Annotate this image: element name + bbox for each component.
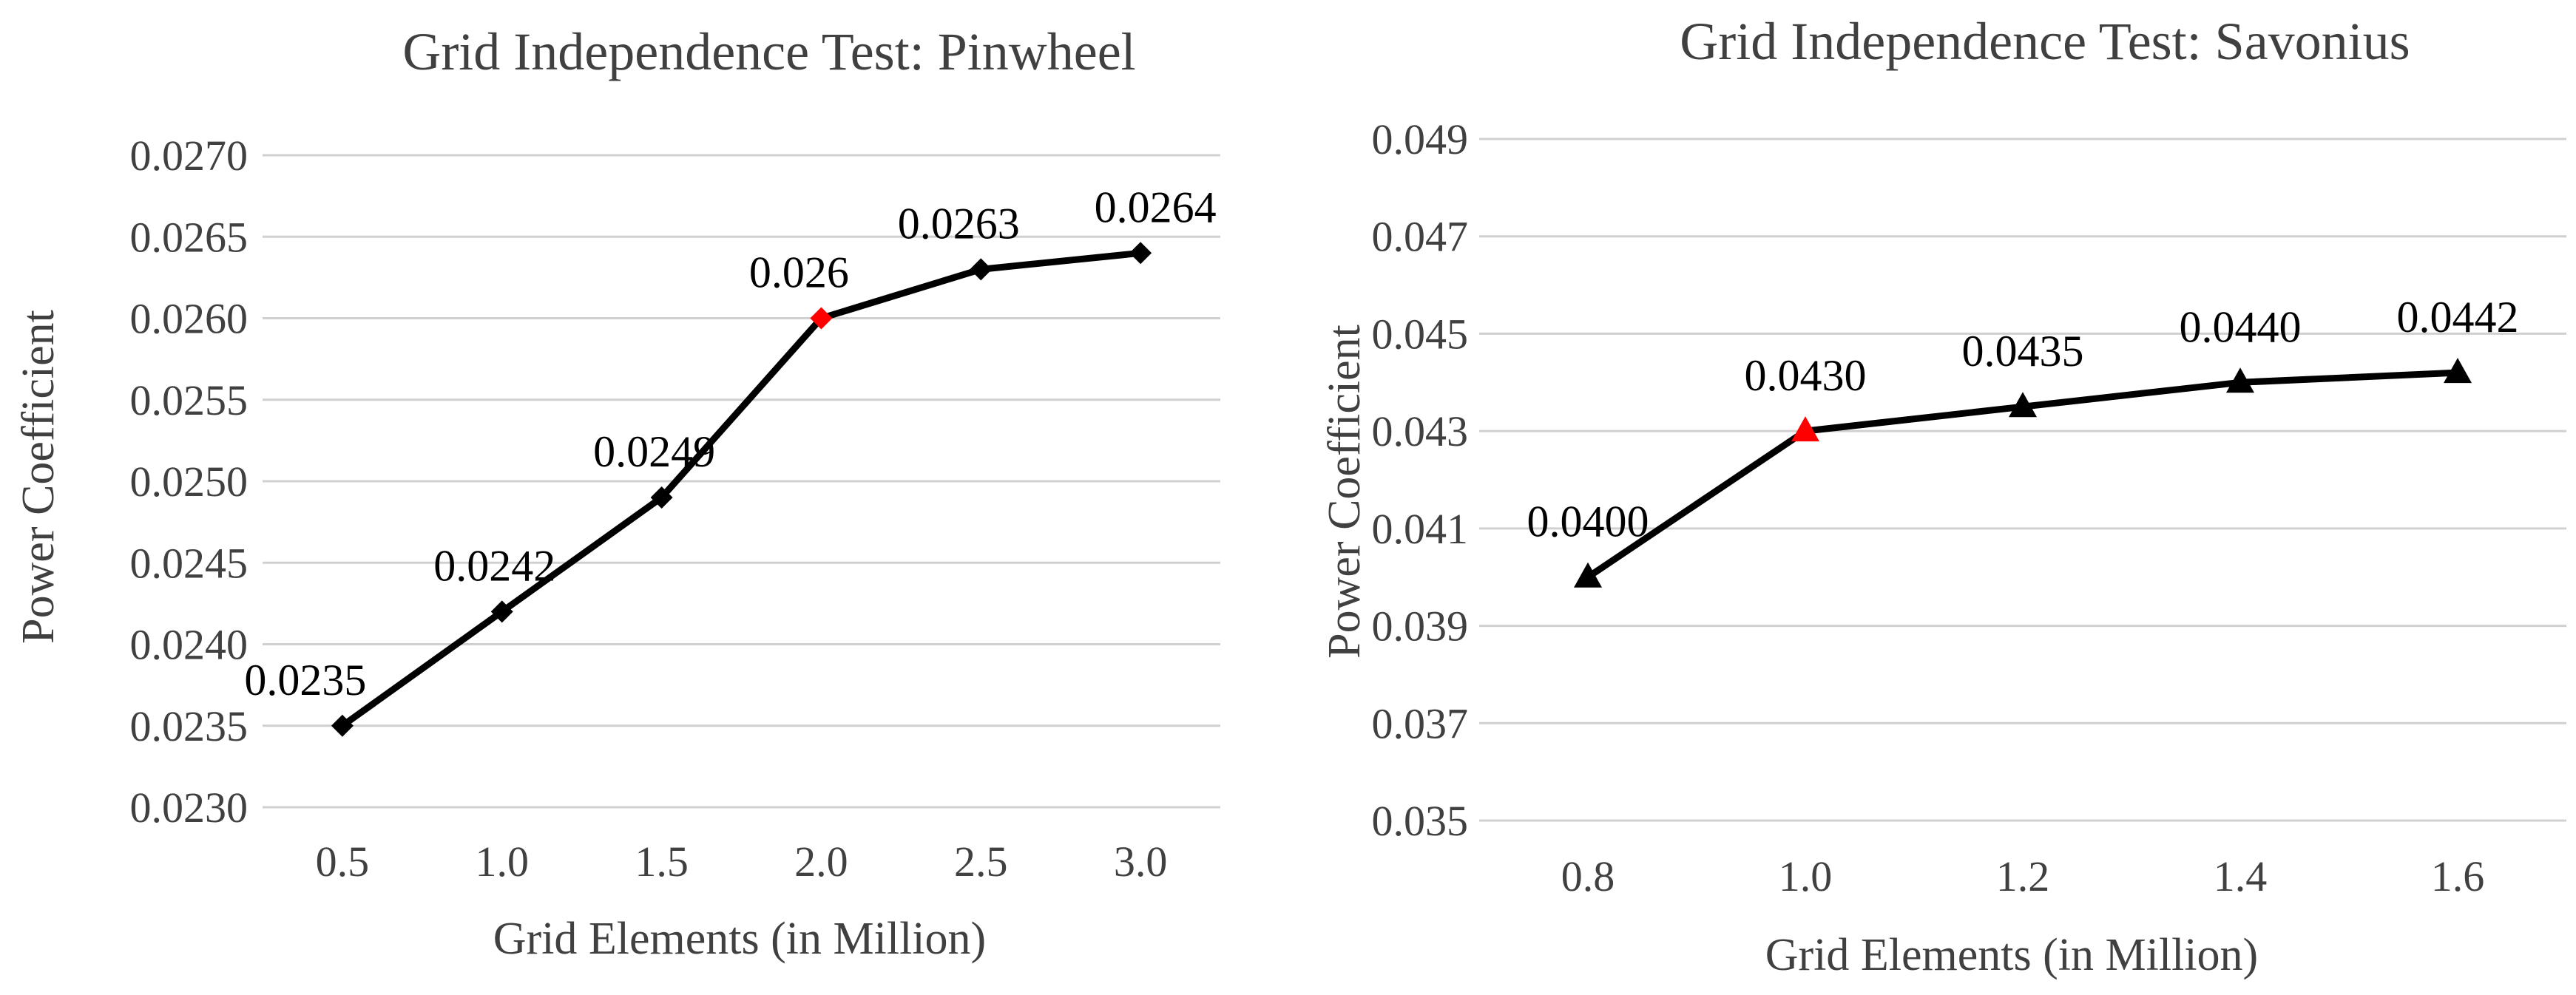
- x-tick-label: 2.5: [954, 838, 1008, 886]
- data-point: [331, 714, 354, 737]
- series-layer: 0.0400 0.0430 0.0435 0.0440 0.0442: [1527, 293, 2519, 588]
- y-tick-label: 0.035: [1372, 797, 1469, 845]
- y-axis-label: Power Coefficient: [13, 310, 64, 644]
- x-tick-label: 0.8: [1561, 852, 1615, 900]
- series-layer: 0.0235 0.0242 0.0249 0.026 0.0263 0.0264: [244, 183, 1217, 737]
- y-axis-label: Power Coefficient: [1319, 325, 1370, 659]
- x-tick-label: 1.5: [635, 838, 689, 886]
- data-point: [2444, 358, 2472, 384]
- chart-title: Grid Independence Test: Pinwheel: [402, 22, 1135, 81]
- data-label: 0.0440: [2180, 302, 2302, 351]
- data-label: 0.0242: [433, 541, 555, 590]
- x-tick-label: 3.0: [1114, 838, 1168, 886]
- y-tick-labels: 0.035 0.037 0.039 0.041 0.043 0.045 0.047 0.049: [1372, 115, 1469, 845]
- chart-savonius: Grid Independence Test: Savonius 0.0350.…: [1319, 12, 2566, 980]
- y-tick-label: 0.049: [1372, 115, 1469, 163]
- y-tick-label: 0.0260: [130, 295, 249, 343]
- y-tick-label: 0.047: [1372, 213, 1469, 261]
- x-tick-labels: 0.8 1.0 1.2 1.4 1.6: [1561, 852, 2485, 900]
- x-tick-label: 1.4: [2214, 852, 2268, 900]
- y-tick-label: 0.041: [1372, 505, 1469, 553]
- y-tick-label: 0.043: [1372, 407, 1469, 455]
- y-tick-labels: 0.0230 0.0235 0.0240 0.0245 0.0250 0.0255 0.02…: [130, 132, 249, 832]
- chart-pinwheel: Grid Independence Test: Pinwheel 0.02300…: [13, 22, 1220, 964]
- data-point: [1574, 562, 1602, 588]
- x-tick-label: 2.0: [794, 838, 848, 886]
- gridlines: [1479, 137, 2566, 822]
- x-tick-label: 1.0: [1779, 852, 1833, 900]
- data-label: 0.0249: [593, 427, 715, 476]
- series-line: [339, 249, 1144, 730]
- y-tick-label: 0.0230: [130, 784, 249, 832]
- data-point: [1791, 416, 1819, 442]
- x-axis-label: Grid Elements (in Million): [1765, 930, 2258, 980]
- x-tick-label: 1.6: [2431, 852, 2485, 900]
- y-tick-label: 0.0265: [130, 213, 249, 261]
- chart-title: Grid Independence Test: Savonius: [1680, 12, 2410, 71]
- data-point: [810, 307, 833, 330]
- y-tick-label: 0.0235: [130, 702, 249, 750]
- data-label: 0.0263: [898, 199, 1020, 248]
- y-tick-label: 0.045: [1372, 310, 1469, 358]
- data-label: 0.0435: [1962, 327, 2084, 376]
- y-tick-label: 0.0270: [130, 132, 249, 180]
- data-point: [2226, 367, 2254, 393]
- x-tick-label: 1.2: [1996, 852, 2050, 900]
- data-point: [1129, 242, 1152, 265]
- x-tick-label: 1.0: [476, 838, 530, 886]
- y-tick-label: 0.0240: [130, 621, 249, 669]
- y-tick-label: 0.0245: [130, 539, 249, 587]
- data-label: 0.0264: [1095, 183, 1217, 231]
- gridlines: [263, 154, 1220, 809]
- y-tick-label: 0.0255: [130, 376, 249, 424]
- x-tick-labels: 0.5 1.0 1.5 2.0 2.5 3.0: [316, 838, 1168, 886]
- data-point: [2009, 392, 2037, 418]
- x-tick-label: 0.5: [316, 838, 370, 886]
- x-axis-label: Grid Elements (in Million): [493, 914, 986, 964]
- y-tick-label: 0.037: [1372, 699, 1469, 747]
- data-label: 0.0442: [2397, 293, 2519, 342]
- y-tick-label: 0.039: [1372, 602, 1469, 651]
- y-tick-label: 0.0250: [130, 458, 249, 506]
- data-label: 0.0430: [1745, 351, 1867, 400]
- data-point: [970, 258, 993, 281]
- data-label: 0.026: [749, 248, 849, 297]
- data-label: 0.0235: [244, 656, 366, 704]
- data-point: [650, 486, 673, 509]
- data-label: 0.0400: [1527, 498, 1649, 546]
- data-point: [490, 600, 513, 623]
